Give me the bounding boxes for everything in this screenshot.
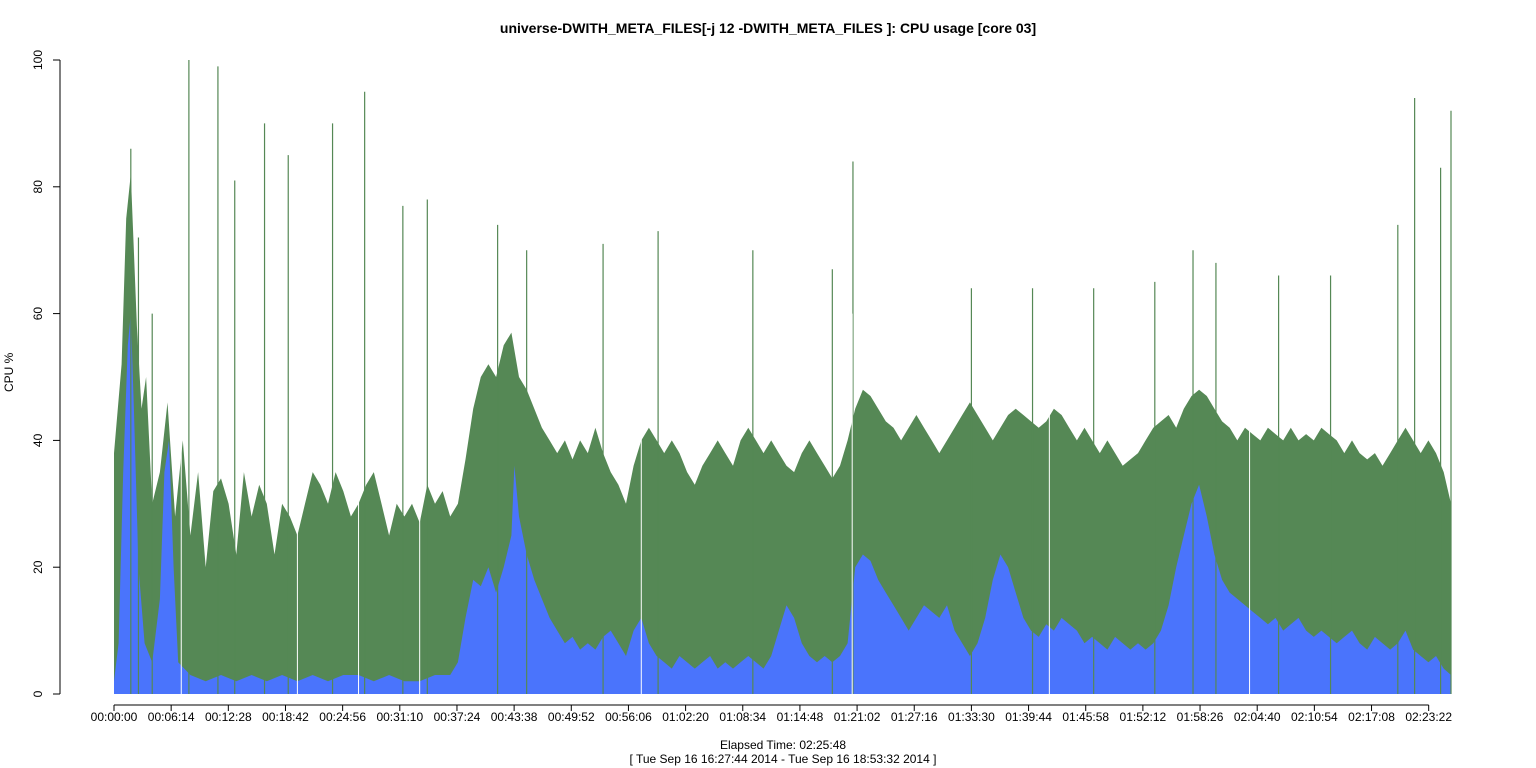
x-tick-label-13: 01:21:02 bbox=[834, 710, 881, 724]
x-tick-label-10: 01:02:20 bbox=[662, 710, 709, 724]
y-tick-label-0: 0 bbox=[31, 690, 45, 697]
x-tick-label-7: 00:43:38 bbox=[491, 710, 538, 724]
x-tick-label-3: 00:18:42 bbox=[262, 710, 309, 724]
x-tick-label-9: 00:56:06 bbox=[605, 710, 652, 724]
x-tick-label-1: 00:06:14 bbox=[148, 710, 195, 724]
x-tick-label-15: 01:33:30 bbox=[948, 710, 995, 724]
x-tick-label-19: 01:58:26 bbox=[1177, 710, 1224, 724]
x-axis-subtitle: [ Tue Sep 16 16:27:44 2014 - Tue Sep 16 … bbox=[629, 752, 937, 766]
y-tick-label-3: 60 bbox=[31, 307, 45, 321]
x-tick-label-5: 00:31:10 bbox=[376, 710, 423, 724]
x-tick-label-6: 00:37:24 bbox=[434, 710, 481, 724]
series-area-0 bbox=[114, 174, 1451, 695]
y-tick-label-1: 20 bbox=[31, 560, 45, 574]
x-tick-label-22: 02:17:08 bbox=[1348, 710, 1395, 724]
x-tick-label-11: 01:08:34 bbox=[719, 710, 766, 724]
chart-title: universe-DWITH_META_FILES[-j 12 -DWITH_M… bbox=[499, 20, 1037, 36]
x-axis-title: Elapsed Time: 02:25:48 bbox=[719, 738, 847, 752]
y-tick-label-2: 40 bbox=[31, 433, 45, 447]
x-tick-label-17: 01:45:58 bbox=[1062, 710, 1109, 724]
x-tick-label-8: 00:49:52 bbox=[548, 710, 595, 724]
y-tick-label-4: 80 bbox=[31, 180, 45, 194]
x-tick-label-4: 00:24:56 bbox=[319, 710, 366, 724]
x-tick-label-2: 00:12:28 bbox=[205, 710, 252, 724]
y-tick-label-5: 100 bbox=[31, 50, 45, 70]
x-tick-label-21: 02:10:54 bbox=[1291, 710, 1338, 724]
x-tick-label-23: 02:23:22 bbox=[1405, 710, 1452, 724]
x-tick-label-18: 01:52:12 bbox=[1120, 710, 1167, 724]
series-area-1 bbox=[114, 313, 1451, 694]
x-tick-label-16: 01:39:44 bbox=[1005, 710, 1052, 724]
x-tick-label-14: 01:27:16 bbox=[891, 710, 938, 724]
x-tick-label-0: 00:00:00 bbox=[91, 710, 138, 724]
x-tick-label-12: 01:14:48 bbox=[777, 710, 824, 724]
x-tick-label-20: 02:04:40 bbox=[1234, 710, 1281, 724]
